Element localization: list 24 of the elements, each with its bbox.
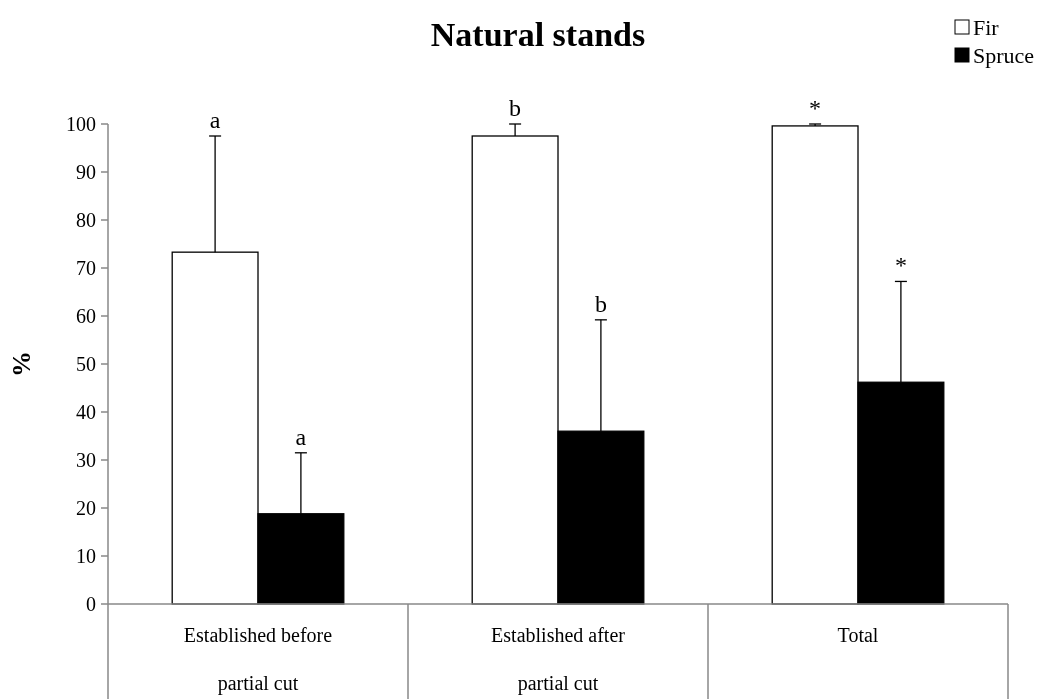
text: *	[809, 95, 822, 121]
legend-label: Fir	[973, 14, 1000, 40]
y-axis-title: %	[7, 351, 36, 377]
y-tick-label: 60	[76, 305, 96, 327]
y-tick-label: 50	[76, 353, 96, 375]
annotation: a	[209, 107, 221, 133]
y-tick-label: 20	[76, 497, 96, 519]
y-tick-label: 100	[66, 113, 96, 135]
annotation: *	[894, 252, 907, 279]
x-tick-label: Total	[837, 624, 879, 646]
y-tick-label: 80	[76, 209, 96, 231]
annotation: b	[594, 290, 607, 317]
annotation: a	[295, 423, 307, 450]
chart-title: Natural stands	[430, 16, 646, 53]
text: b	[509, 95, 522, 121]
y-tick-label: 10	[76, 545, 96, 567]
y-tick-label: 30	[76, 449, 96, 471]
legend-label: Spruce	[973, 42, 1035, 68]
y-tick-label: 70	[76, 257, 96, 279]
y-tick-label: 40	[76, 401, 96, 423]
category-label: Established before partial cut	[183, 624, 333, 694]
category-label: Established after partial cut	[491, 624, 625, 694]
y-tick-label: 0	[86, 593, 96, 615]
y-tick-label: 90	[76, 161, 96, 183]
